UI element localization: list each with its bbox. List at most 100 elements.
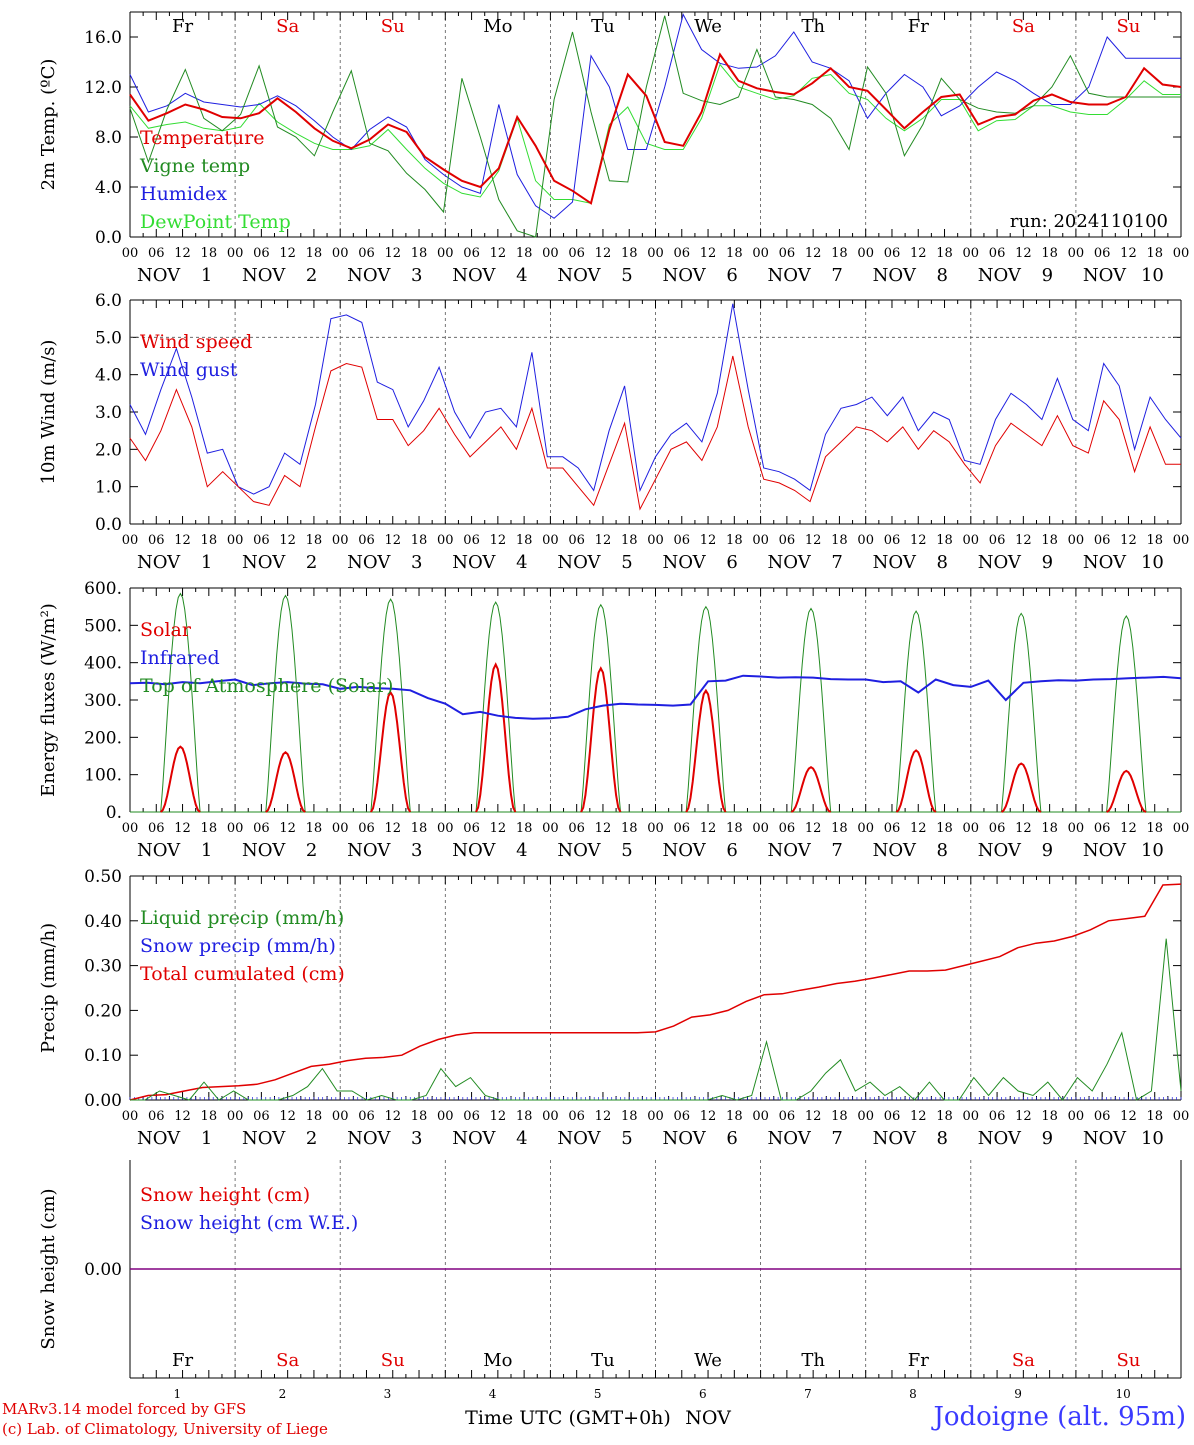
month-label: NOV (242, 1128, 286, 1149)
hour-tick-label: 00 (752, 821, 769, 836)
hour-tick-label: 18 (516, 246, 533, 261)
month-label: NOV (662, 1128, 706, 1149)
hour-tick-label: 18 (726, 533, 743, 548)
day-number-label: 3 (411, 1128, 422, 1149)
hour-tick-label: 12 (1015, 533, 1032, 548)
series-line-wind-gust (129, 303, 1182, 495)
x-axis-month: NOV (685, 1407, 731, 1429)
hour-tick-label: 12 (490, 1109, 507, 1124)
hour-tick-label: 06 (568, 533, 585, 548)
hour-tick-label: 06 (989, 533, 1006, 548)
day-number-label: 4 (516, 552, 527, 573)
legend-liquid-precip-mm-h-: Liquid precip (mm/h) (140, 907, 344, 929)
hour-tick-label: 06 (989, 821, 1006, 836)
hour-tick-label: 00 (647, 1109, 664, 1124)
hour-tick-label: 06 (358, 1109, 375, 1124)
hour-tick-label: 12 (174, 533, 191, 548)
hour-tick-label: 12 (384, 246, 401, 261)
hour-tick-label: 00 (752, 533, 769, 548)
hour-tick-label: 18 (1041, 246, 1058, 261)
day-number-label: 10 (1141, 552, 1164, 573)
series-line-liquid-precip-mm-h- (130, 938, 1182, 1101)
month-label: NOV (662, 840, 706, 861)
hour-tick-label: 18 (936, 533, 953, 548)
day-number-label: 2 (306, 552, 317, 573)
hour-tick-label: 18 (621, 246, 638, 261)
day-number-label: 3 (384, 1387, 392, 1401)
hour-tick-label: 00 (857, 533, 874, 548)
day-number-label: 10 (1116, 1387, 1131, 1401)
y-tick-label: 0.40 (84, 912, 122, 932)
hour-tick-label: 00 (1068, 246, 1085, 261)
hour-tick-label: 12 (1120, 821, 1137, 836)
day-number-label: 9 (1042, 1128, 1053, 1149)
y-axis-label: 10m Wind (m/s) (38, 340, 59, 485)
hour-tick-label: 00 (542, 533, 559, 548)
y-axis-label: Energy fluxes (W/m²) (38, 603, 59, 797)
month-label: NOV (557, 552, 601, 573)
y-tick-label: 0.50 (84, 867, 122, 887)
hour-tick-label: 18 (1041, 1109, 1058, 1124)
hour-tick-label: 12 (1120, 533, 1137, 548)
hour-tick-label: 00 (542, 821, 559, 836)
hour-tick-label: 12 (700, 533, 717, 548)
y-tick-label: 4.0 (95, 366, 122, 386)
hour-tick-label: 18 (1041, 821, 1058, 836)
y-tick-label: 0. (106, 803, 122, 823)
hour-tick-label: 12 (1015, 1109, 1032, 1124)
month-label: NOV (873, 1128, 917, 1149)
day-number-label: 2 (306, 1128, 317, 1149)
hour-tick-label: 06 (884, 821, 901, 836)
hour-tick-label: 06 (253, 1109, 270, 1124)
hour-tick-label: 18 (1146, 1109, 1163, 1124)
hour-tick-label: 00 (963, 1109, 980, 1124)
hour-tick-label: 06 (674, 246, 691, 261)
day-name-label: Sa (276, 16, 299, 37)
day-name-label: Fr (172, 1350, 193, 1371)
y-tick-label: 600. (84, 579, 122, 599)
month-label: NOV (662, 265, 706, 286)
y-tick-label: 3.0 (95, 403, 122, 423)
run-label: run: 2024110100 (1010, 211, 1168, 232)
y-tick-label: 1.0 (95, 478, 122, 498)
day-number-label: 7 (804, 1387, 812, 1401)
day-name-label: Sa (276, 1350, 299, 1371)
hour-tick-label: 18 (936, 246, 953, 261)
hour-tick-label: 12 (384, 533, 401, 548)
hour-tick-label: 00 (963, 821, 980, 836)
hour-tick-label: 18 (831, 533, 848, 548)
month-label: NOV (137, 1128, 181, 1149)
month-label: NOV (873, 552, 917, 573)
hour-tick-label: 06 (989, 246, 1006, 261)
day-number-label: 6 (726, 840, 737, 861)
hour-tick-label: 06 (463, 246, 480, 261)
day-number-label: 2 (306, 265, 317, 286)
hour-tick-label: 12 (700, 821, 717, 836)
day-number-label: 8 (937, 840, 948, 861)
month-label: NOV (347, 840, 391, 861)
hour-tick-label: 06 (779, 821, 796, 836)
month-label: NOV (1083, 552, 1127, 573)
day-number-label: 10 (1141, 1128, 1164, 1149)
hour-tick-label: 18 (306, 1109, 323, 1124)
hour-tick-label: 06 (358, 246, 375, 261)
legend-solar: Solar (140, 619, 192, 641)
month-label: NOV (452, 552, 496, 573)
hour-tick-label: 00 (227, 821, 244, 836)
hour-tick-label: 18 (1146, 821, 1163, 836)
y-tick-label: 0.00 (84, 1260, 122, 1280)
month-label: NOV (137, 552, 181, 573)
hour-tick-label: 12 (700, 1109, 717, 1124)
day-name-label: We (694, 1350, 722, 1371)
hour-tick-label: 18 (411, 533, 428, 548)
hour-tick-label: 12 (174, 821, 191, 836)
model-credit: MARv3.14 model forced by GFS (2, 1400, 247, 1418)
legend-wind-gust: Wind gust (140, 359, 238, 381)
legend-snow-height-cm-w-e-: Snow height (cm W.E.) (140, 1212, 358, 1234)
y-tick-label: 0.30 (84, 957, 122, 977)
series-line-top-of-atmosphere-solar (160, 592, 1147, 813)
hour-tick-label: 18 (411, 246, 428, 261)
hour-tick-label: 12 (1120, 246, 1137, 261)
